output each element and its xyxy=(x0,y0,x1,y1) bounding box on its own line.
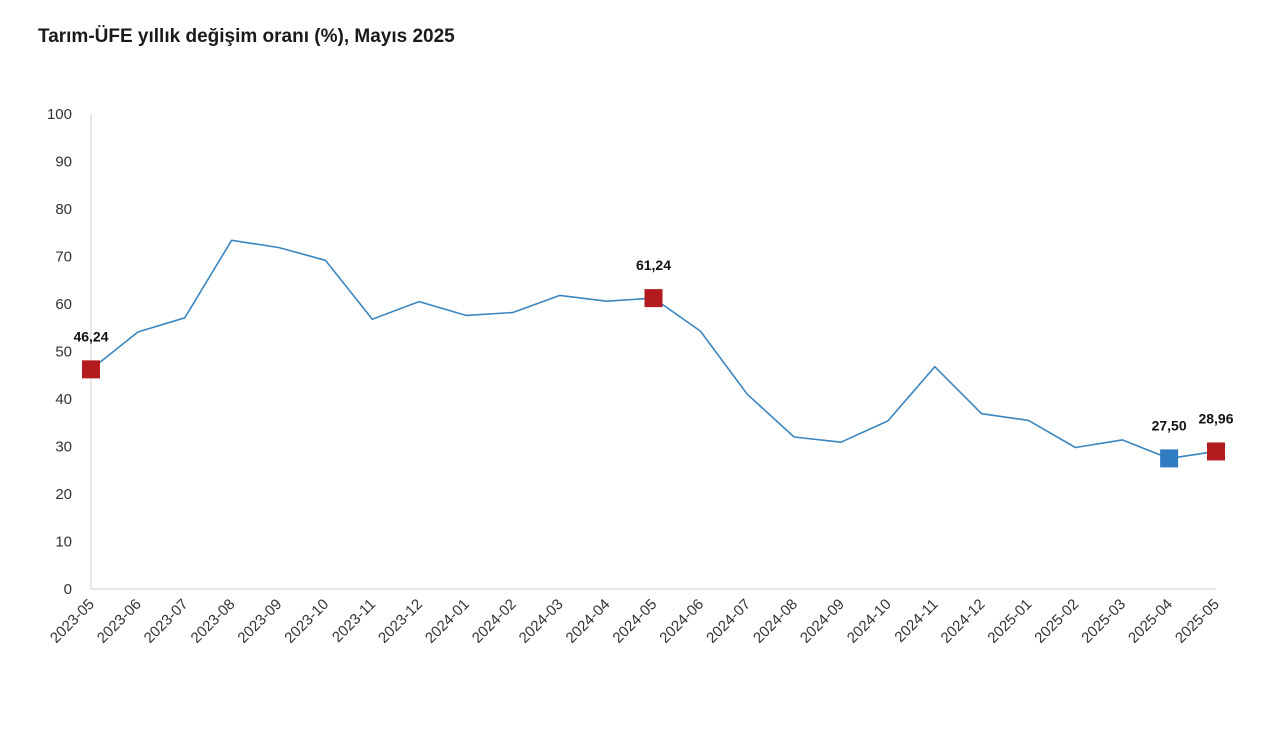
x-tick-label: 2024-10 xyxy=(844,596,895,647)
x-tick-label: 2023-11 xyxy=(329,596,379,646)
highlight-marker xyxy=(1207,442,1225,461)
data-label: 46,24 xyxy=(73,328,108,344)
x-tick-label: 2025-04 xyxy=(1125,596,1176,647)
x-tick-label: 2024-09 xyxy=(797,596,848,647)
x-tick-label: 2023-06 xyxy=(94,596,145,647)
axes xyxy=(90,114,1216,590)
y-tick-label: 80 xyxy=(55,201,72,218)
highlight-markers xyxy=(82,289,1225,468)
x-tick-label: 2025-02 xyxy=(1031,596,1082,647)
data-label: 61,24 xyxy=(636,257,671,273)
y-tick-label: 100 xyxy=(47,106,72,123)
x-tick-label: 2024-04 xyxy=(562,596,613,647)
y-tick-label: 0 xyxy=(64,581,72,598)
y-tick-label: 20 xyxy=(55,486,72,503)
x-tick-label: 2024-03 xyxy=(516,596,567,647)
x-tick-label: 2025-01 xyxy=(984,596,1035,647)
x-tick-label: 2024-02 xyxy=(469,596,520,647)
highlight-marker xyxy=(1160,449,1179,468)
x-tick-label: 2024-05 xyxy=(609,596,660,647)
x-tick-label: 2024-01 xyxy=(422,596,473,647)
x-tick-label: 2025-05 xyxy=(1172,596,1223,647)
y-tick-label: 10 xyxy=(55,534,72,551)
x-tick-label: 2024-06 xyxy=(656,596,707,647)
x-tick-label: 2024-12 xyxy=(937,596,988,647)
x-tick-label: 2023-08 xyxy=(187,596,238,647)
data-label: 28,96 xyxy=(1198,410,1233,426)
y-tick-label: 70 xyxy=(55,249,72,266)
y-tick-label: 60 xyxy=(55,296,72,313)
x-tick-label: 2024-08 xyxy=(750,596,801,647)
x-tick-label: 2023-05 xyxy=(47,596,98,647)
y-tick-label: 90 xyxy=(55,154,72,171)
x-tick-label: 2024-07 xyxy=(703,596,754,647)
x-tick-label: 2023-10 xyxy=(281,596,332,647)
y-tick-label: 40 xyxy=(55,391,72,408)
x-tick-label: 2024-11 xyxy=(891,596,941,646)
data-labels: 46,24 61,24 27,50 28,96 xyxy=(73,257,1233,433)
y-tick-label: 50 xyxy=(55,344,72,361)
x-tick-label: 2023-12 xyxy=(375,596,426,647)
y-axis-ticks: 0 10 20 30 40 50 60 70 80 90 100 xyxy=(47,106,72,598)
y-tick-label: 30 xyxy=(55,439,72,456)
data-label: 27,50 xyxy=(1152,417,1187,433)
x-tick-label: 2025-03 xyxy=(1078,596,1129,647)
highlight-marker xyxy=(644,289,663,308)
x-axis-ticks: 2023-052023-062023-072023-082023-092023-… xyxy=(47,596,1223,647)
highlight-marker xyxy=(82,360,100,379)
x-tick-label: 2023-09 xyxy=(234,596,285,647)
chart-title: Tarım-ÜFE yıllık değişim oranı (%), Mayı… xyxy=(38,26,455,47)
x-tick-label: 2023-07 xyxy=(141,596,192,647)
